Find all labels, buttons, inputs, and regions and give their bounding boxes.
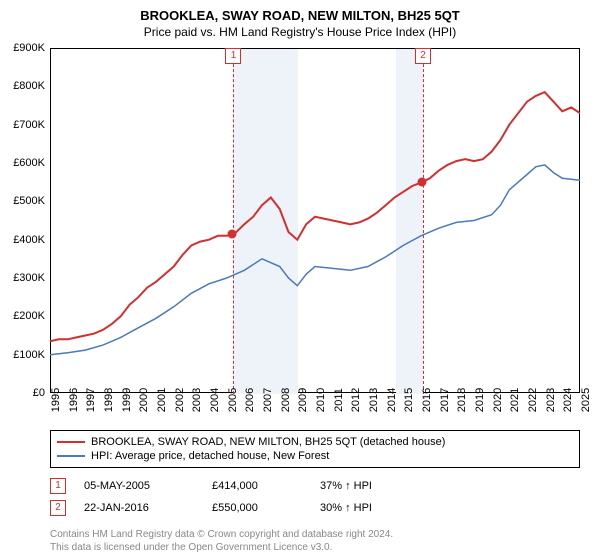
legend-box: BROOKLEA, SWAY ROAD, NEW MILTON, BH25 5Q… <box>50 430 580 468</box>
x-axis-label: 1995 <box>50 388 62 412</box>
x-axis-label: 2015 <box>403 388 415 412</box>
legend-label: HPI: Average price, detached house, New … <box>91 450 329 462</box>
x-axis-label: 1999 <box>121 388 133 412</box>
footer-attribution: Contains HM Land Registry data © Crown c… <box>50 528 580 554</box>
y-axis-label: £400K <box>13 234 45 246</box>
x-axis-label: 2010 <box>315 388 327 412</box>
x-axis-label: 2021 <box>509 388 521 412</box>
event-price: £414,000 <box>212 480 302 492</box>
x-axis-label: 2022 <box>527 388 539 412</box>
legend-item: HPI: Average price, detached house, New … <box>57 449 573 463</box>
x-axis-label: 2000 <box>138 388 150 412</box>
x-axis-label: 2001 <box>156 388 168 412</box>
x-axis-label: 2024 <box>562 388 574 412</box>
chart-container: BROOKLEA, SWAY ROAD, NEW MILTON, BH25 5Q… <box>0 0 600 560</box>
footer-line2: This data is licensed under the Open Gov… <box>50 541 580 554</box>
x-axis-label: 2014 <box>386 388 398 412</box>
events-table: 1 05-MAY-2005 £414,000 37% ↑ HPI 2 22-JAN-201… <box>50 475 580 519</box>
x-axis-label: 2019 <box>474 388 486 412</box>
y-axis-label: £700K <box>13 119 45 131</box>
y-axis-label: £600K <box>13 157 45 169</box>
event-price: £550,000 <box>212 502 302 514</box>
x-axis-label: 2013 <box>368 388 380 412</box>
x-axis-label: 1998 <box>103 388 115 412</box>
x-axis-label: 2011 <box>333 388 345 412</box>
y-axis-label: £500K <box>13 195 45 207</box>
chart-title: BROOKLEA, SWAY ROAD, NEW MILTON, BH25 5Q… <box>0 0 600 23</box>
x-axis-label: 2005 <box>227 388 239 412</box>
legend-swatch <box>57 441 85 443</box>
x-axis-label: 2008 <box>280 388 292 412</box>
chart-area: 12 £0£100K£200K£300K£400K£500K£600K£700K… <box>50 48 580 393</box>
x-axis-label: 2023 <box>545 388 557 412</box>
x-axis-label: 2017 <box>439 388 451 412</box>
series-line <box>50 92 580 341</box>
y-axis-label: £300K <box>13 272 45 284</box>
event-row: 1 05-MAY-2005 £414,000 37% ↑ HPI <box>50 475 580 497</box>
x-axis-label: 2016 <box>421 388 433 412</box>
x-axis-label: 2002 <box>174 388 186 412</box>
x-axis-label: 2003 <box>191 388 203 412</box>
x-axis-label: 1996 <box>68 388 80 412</box>
x-axis-label: 2020 <box>492 388 504 412</box>
event-relative: 30% ↑ HPI <box>320 502 410 514</box>
chart-subtitle: Price paid vs. HM Land Registry's House … <box>0 23 600 39</box>
legend-swatch <box>57 455 85 457</box>
x-axis-label: 2025 <box>580 388 592 412</box>
y-axis-label: £200K <box>13 310 45 322</box>
y-axis-label: £100K <box>13 349 45 361</box>
x-axis-label: 2012 <box>350 388 362 412</box>
x-axis-label: 1997 <box>85 388 97 412</box>
x-axis-label: 2004 <box>209 388 221 412</box>
event-relative: 37% ↑ HPI <box>320 480 410 492</box>
event-date: 22-JAN-2016 <box>84 502 194 514</box>
x-axis-label: 2018 <box>456 388 468 412</box>
chart-lines <box>50 48 580 393</box>
legend-label: BROOKLEA, SWAY ROAD, NEW MILTON, BH25 5Q… <box>91 436 445 448</box>
event-badge: 2 <box>50 500 66 516</box>
x-axis-label: 2007 <box>262 388 274 412</box>
legend-item: BROOKLEA, SWAY ROAD, NEW MILTON, BH25 5Q… <box>57 435 573 449</box>
data-point-marker <box>228 230 237 239</box>
event-badge: 1 <box>50 478 66 494</box>
event-date: 05-MAY-2005 <box>84 480 194 492</box>
x-axis-label: 2009 <box>297 388 309 412</box>
x-axis-label: 2006 <box>244 388 256 412</box>
data-point-marker <box>418 178 427 187</box>
y-axis-label: £800K <box>13 80 45 92</box>
footer-line1: Contains HM Land Registry data © Crown c… <box>50 528 580 541</box>
series-line <box>50 165 580 355</box>
event-row: 2 22-JAN-2016 £550,000 30% ↑ HPI <box>50 497 580 519</box>
y-axis-label: £0 <box>33 387 45 399</box>
y-axis-label: £900K <box>13 42 45 54</box>
